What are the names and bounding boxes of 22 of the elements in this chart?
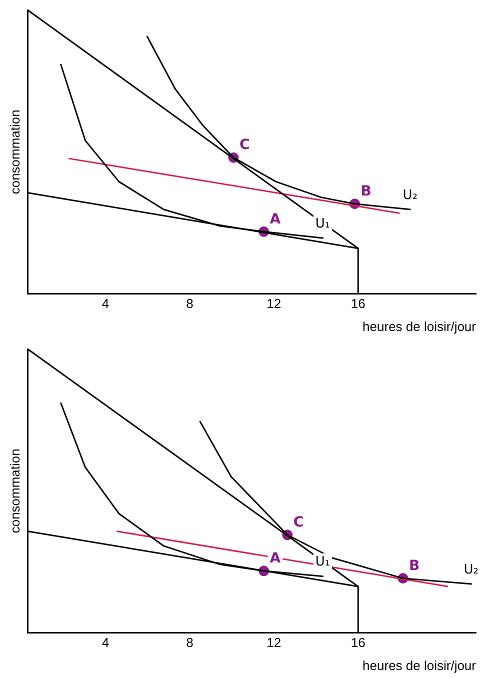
series-label: U₂ xyxy=(464,562,479,578)
series-label: U₂ xyxy=(402,188,418,203)
series-label: U₁ xyxy=(315,216,330,232)
x-tick-label: 12 xyxy=(266,296,282,312)
x-tick-label: 4 xyxy=(102,635,110,650)
y-axis-title: consommation xyxy=(7,110,22,194)
x-tick-label: 12 xyxy=(266,635,282,650)
series-label: B xyxy=(408,558,420,574)
series-label: A xyxy=(270,211,281,228)
x-tick-label: 16 xyxy=(350,635,366,650)
series-label: U₁ xyxy=(315,554,330,570)
series-label: C xyxy=(293,514,304,531)
x-tick-label: 16 xyxy=(350,296,366,312)
x-tick-label: 8 xyxy=(186,635,194,650)
x-axis-title: heures de loisir/jour xyxy=(362,318,477,334)
x-tick-label: 8 xyxy=(186,296,194,312)
y-axis-title: consommation xyxy=(7,448,22,534)
x-tick-label: 4 xyxy=(102,296,110,312)
series-label: C xyxy=(239,137,250,154)
x-axis-title: heures de loisir/jour xyxy=(362,658,477,673)
series-label: A xyxy=(270,550,281,567)
series-label: B xyxy=(360,183,372,200)
